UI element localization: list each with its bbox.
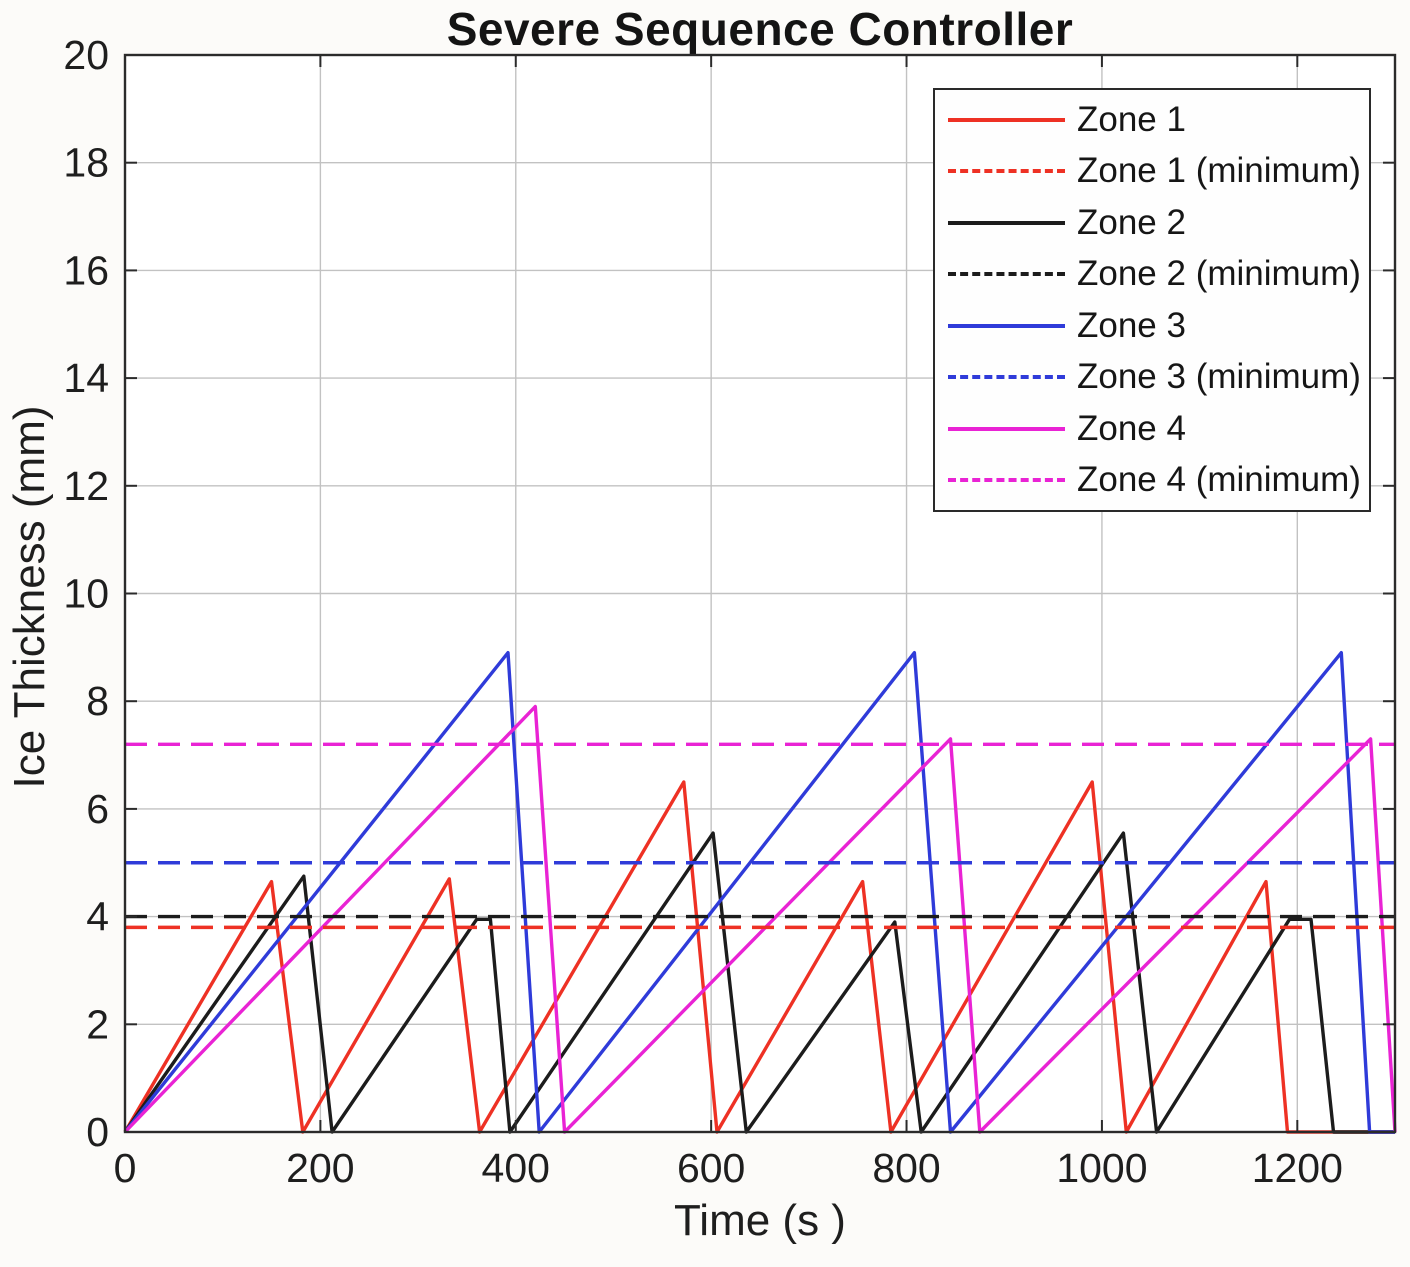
legend-sample-solid-line xyxy=(948,426,1065,431)
legend-sample-dashed-line xyxy=(948,375,1065,380)
tick-label-y-20: 20 xyxy=(63,32,109,78)
tick-label-x-200: 200 xyxy=(286,1145,354,1191)
tick-label-y-2: 2 xyxy=(86,1001,109,1047)
legend: Zone 1 Zone 1 (minimum) Zone 2 Zone 2 (mini… xyxy=(933,88,1371,512)
series-line-zone-2 xyxy=(123,831,1395,1134)
legend-item-zone-1-minimum: Zone 1 (minimum) xyxy=(935,147,1369,196)
tick-label-x-1000: 1000 xyxy=(1056,1145,1147,1191)
x-axis-label: Time (s ) xyxy=(674,1196,846,1245)
legend-item-zone-3-minimum: Zone 3 (minimum) xyxy=(935,353,1369,402)
legend-item-label: Zone 3 xyxy=(1077,305,1186,345)
tick-label-y-12: 12 xyxy=(63,463,109,509)
series-line-zone-4 xyxy=(123,704,1397,1134)
legend-item-label: Zone 1 (minimum) xyxy=(1077,151,1361,191)
chart-title: Severe Sequence Controller xyxy=(446,3,1074,55)
legend-sample-dashed-line xyxy=(948,169,1065,174)
legend-item-label: Zone 1 xyxy=(1077,99,1186,139)
legend-sample-dashed-line xyxy=(948,272,1065,277)
tick-label-x-400: 400 xyxy=(482,1145,550,1191)
tick-label-y-0: 0 xyxy=(86,1109,109,1155)
legend-sample-solid-line xyxy=(948,323,1065,328)
tick-label-x-1200: 1200 xyxy=(1252,1145,1343,1191)
tick-label-y-16: 16 xyxy=(63,247,109,293)
tick-label-x-600: 600 xyxy=(677,1145,745,1191)
legend-item-zone-3: Zone 3 xyxy=(935,301,1369,350)
tick-label-y-4: 4 xyxy=(86,894,109,940)
tick-label-x-800: 800 xyxy=(872,1145,940,1191)
tick-label-y-8: 8 xyxy=(86,678,109,724)
legend-item-label: Zone 4 xyxy=(1077,408,1186,448)
series-line-zone-3 xyxy=(123,651,1395,1134)
legend-item-label: Zone 2 xyxy=(1077,202,1186,242)
legend-item-label: Zone 3 (minimum) xyxy=(1077,357,1361,397)
tick-label-y-10: 10 xyxy=(63,571,109,617)
tick-label-y-14: 14 xyxy=(63,355,109,401)
legend-item-zone-1: Zone 1 xyxy=(935,95,1369,144)
tick-label-x-0: 0 xyxy=(114,1145,137,1191)
legend-sample-solid-line xyxy=(948,117,1065,122)
legend-item-label: Zone 2 (minimum) xyxy=(1077,254,1361,294)
y-axis-label: Ice Thickness (mm) xyxy=(5,405,54,789)
legend-item-zone-4-minimum: Zone 4 (minimum) xyxy=(935,456,1369,505)
tick-label-y-6: 6 xyxy=(86,786,109,832)
legend-item-zone-2-minimum: Zone 2 (minimum) xyxy=(935,250,1369,299)
legend-sample-dashed-line xyxy=(948,478,1065,483)
legend-item-zone-2: Zone 2 xyxy=(935,198,1369,247)
legend-sample-solid-line xyxy=(948,220,1065,225)
legend-item-zone-4: Zone 4 xyxy=(935,404,1369,453)
tick-label-y-18: 18 xyxy=(63,140,109,186)
legend-item-label: Zone 4 (minimum) xyxy=(1077,460,1361,500)
